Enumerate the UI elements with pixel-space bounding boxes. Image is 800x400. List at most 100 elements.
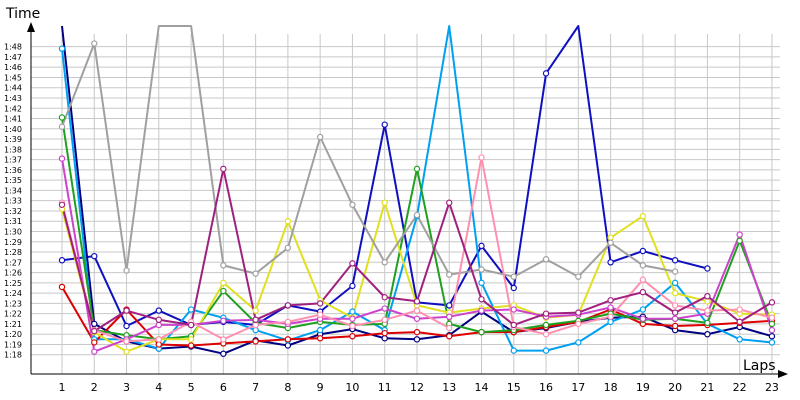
y-tick-label: 1:39 [4,135,22,144]
data-point [542,330,550,338]
data-point [478,266,485,273]
data-point [91,339,98,346]
data-point [123,348,130,355]
x-tick-label: 19 [636,381,650,394]
data-point [381,329,388,337]
x-tick-label: 11 [378,381,392,394]
x-tick-label: 20 [668,381,682,394]
data-point [736,237,743,244]
data-point [316,335,324,342]
y-tick-label: 1:48 [4,43,22,52]
x-tick-label: 12 [410,381,424,394]
data-point [607,239,614,246]
y-tick-label: 1:30 [4,227,22,236]
data-point [252,307,259,314]
y-tick-label: 1:41 [4,115,22,124]
data-point [704,292,711,300]
data-point [542,70,550,77]
data-point [446,333,453,340]
data-point [639,212,647,220]
data-point [91,320,98,328]
data-point [413,298,421,305]
data-point [478,154,485,161]
y-tick-label: 1:32 [4,207,22,216]
x-tick-label: 1 [59,381,66,394]
data-point [671,309,679,316]
data-point [478,307,485,314]
y-tick-label: 1:37 [4,156,22,165]
data-point [510,321,517,329]
x-tick-label: 7 [252,381,259,394]
y-tick-label: 1:29 [4,238,22,247]
y-tick-label: 1:34 [4,186,22,195]
data-point [413,307,421,314]
data-point [413,211,421,219]
data-point [478,296,485,303]
data-point [381,121,388,128]
data-point [736,231,743,238]
x-axis-tick-labels: 1 2 3 4 5 6 7 8 9 10 11 12 13 14 15 16 17 18 19 20 21 22 23 [59,381,779,394]
y-tick-label: 1:24 [4,289,22,298]
x-tick-label: 10 [345,381,359,394]
data-point [510,273,517,280]
data-point [252,270,259,277]
y-tick-label: 1:40 [4,125,22,134]
x-tick-label: 13 [442,381,456,394]
data-point [413,328,421,336]
data-point [639,262,647,269]
data-point [575,309,582,316]
data-point [542,256,550,263]
x-tick-label: 18 [604,381,618,394]
data-point [381,335,388,342]
data-point [349,333,356,340]
data-point [155,341,163,348]
data-point [58,45,66,52]
data-point [349,315,356,322]
data-point [58,114,66,121]
data-point [349,282,356,290]
series-line-7 [61,25,676,278]
series-markers [58,40,776,357]
data-point [220,287,227,295]
data-point [607,259,614,266]
data-point [316,133,324,141]
x-tick-label: 21 [700,381,714,394]
x-tick-label: 8 [284,381,291,394]
data-point [284,218,292,225]
data-point [639,288,647,296]
y-tick-label: 1:43 [4,94,22,103]
y-tick-label: 1:23 [4,299,22,308]
data-point [768,333,776,340]
data-point [381,294,388,301]
data-point [316,311,324,318]
data-point [187,306,195,313]
data-point [284,318,292,326]
data-point [768,326,776,334]
data-point [349,322,356,330]
data-point [671,257,679,264]
data-point [768,339,776,346]
x-tick-label: 2 [91,381,98,394]
y-tick-label: 1:42 [4,104,22,113]
data-point [704,319,711,327]
data-point [220,165,227,173]
data-point [639,276,647,283]
data-point [252,316,259,324]
data-point [91,252,98,260]
data-point [220,350,227,357]
data-point [478,328,485,336]
x-tick-label: 23 [765,381,779,394]
y-tick-label: 1:18 [4,351,22,360]
data-point [768,314,776,321]
data-point [542,321,550,329]
data-point [284,244,292,252]
data-point [768,299,776,306]
y-tick-label: 1:26 [4,269,22,278]
data-point [58,201,66,208]
grid-lines [31,34,780,374]
data-point [736,318,743,326]
data-point [510,284,517,292]
data-point [413,336,421,343]
data-point [575,339,582,346]
